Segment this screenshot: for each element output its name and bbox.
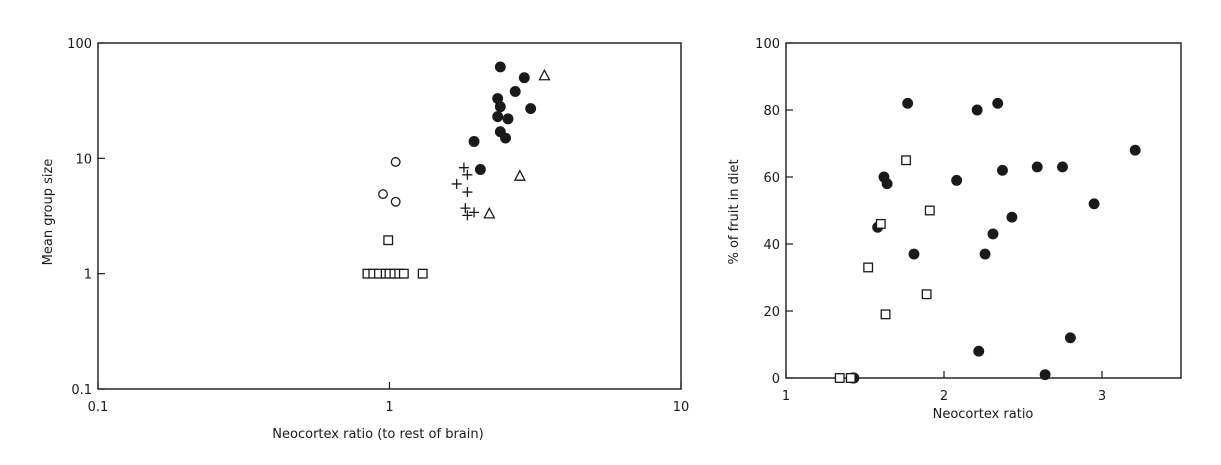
- y-axis-label-right: % of fruit in diet: [727, 159, 742, 264]
- point-plus-left: [462, 210, 473, 221]
- marks-left: [362, 61, 551, 279]
- point-filled-circle-right: [908, 248, 920, 260]
- point-filled-circle-left: [525, 103, 537, 115]
- point-open-triangle-left: [483, 206, 496, 219]
- point-filled-circle-right: [979, 248, 991, 260]
- x-tick-label-left: 10: [673, 400, 690, 415]
- point-filled-circle-right: [1039, 369, 1051, 381]
- x-tick-label-left: 1: [385, 400, 393, 415]
- point-plus-left: [458, 162, 469, 173]
- y-axis-label-left: Mean group size: [41, 159, 56, 266]
- x-tick-label-left: 0.1: [88, 400, 109, 415]
- y-tick-label-left: 100: [67, 37, 92, 52]
- point-filled-circle-right: [1006, 211, 1018, 223]
- point-plus-left: [451, 178, 462, 189]
- point-filled-circle-left: [492, 111, 504, 123]
- tick-group-right: 1 2 3 0 20 40 60 80 100: [755, 37, 1106, 404]
- point-open-square-right: [880, 309, 891, 320]
- point-filled-circle-right: [1031, 161, 1043, 173]
- y-tick-label-right: 40: [763, 238, 780, 253]
- x-tick-label-right: 2: [940, 389, 948, 404]
- point-filled-circle-right: [997, 164, 1008, 176]
- point-open-circle-left: [390, 196, 401, 207]
- point-filled-circle-right: [992, 97, 1004, 109]
- y-tick-label-left: 0.1: [71, 383, 92, 398]
- point-filled-circle-right: [1129, 144, 1141, 156]
- plot-frame-left: [97, 42, 682, 390]
- point-filled-circle-right: [987, 228, 999, 240]
- point-open-square-right: [845, 373, 856, 383]
- y-tick-label-right: 100: [755, 37, 780, 52]
- point-open-square-left: [417, 268, 428, 279]
- point-filled-circle-left: [502, 113, 514, 125]
- chart-right: 1 2 3 0 20 40 60 80 100 Neocortex ratio % of fru…: [727, 37, 1182, 422]
- point-open-triangle-left: [538, 68, 551, 81]
- point-open-circle-left: [390, 157, 401, 167]
- point-open-square-right: [924, 205, 935, 216]
- plot-frame-right: [785, 42, 1182, 379]
- point-filled-circle-right: [1064, 332, 1076, 344]
- point-filled-circle-left: [518, 72, 530, 84]
- y-tick-label-right: 60: [763, 171, 780, 186]
- point-open-square-right: [834, 373, 845, 383]
- point-open-square-left: [383, 235, 394, 246]
- marks-right: [834, 97, 1141, 384]
- y-tick-label-left: 10: [75, 152, 92, 167]
- x-axis-label-right: Neocortex ratio: [933, 407, 1034, 422]
- point-open-square-right: [921, 289, 932, 300]
- point-plus-left: [460, 203, 471, 214]
- y-tick-label-right: 80: [763, 104, 780, 119]
- point-open-circle-left: [378, 189, 388, 200]
- point-open-square-right: [901, 155, 912, 166]
- point-filled-circle-left: [509, 86, 521, 97]
- point-filled-circle-right: [902, 97, 914, 109]
- point-filled-circle-left: [468, 136, 480, 147]
- point-filled-circle-left: [500, 132, 511, 144]
- point-open-square-right: [875, 218, 886, 229]
- y-tick-label-left: 1: [84, 268, 92, 283]
- point-filled-circle-left: [494, 61, 506, 73]
- y-tick-label-right: 0: [772, 372, 780, 387]
- x-tick-label-right: 1: [782, 389, 790, 404]
- point-filled-circle-left: [494, 101, 506, 113]
- point-open-square-left: [398, 268, 409, 279]
- point-open-triangle-left: [513, 169, 526, 181]
- point-filled-circle-right: [951, 174, 963, 186]
- chart-left: 0.1 1 10 0.1 1 10 100 Neocortex ratio (to rest…: [41, 37, 689, 442]
- point-filled-circle-right: [881, 178, 893, 190]
- x-tick-label-right: 3: [1098, 389, 1106, 404]
- point-filled-circle-right: [973, 345, 985, 357]
- tick-group-left: 0.1 1 10 0.1 1 10 100: [67, 37, 689, 415]
- point-filled-circle-right: [971, 104, 983, 116]
- point-open-square-right: [863, 262, 874, 273]
- point-filled-circle-right: [1088, 198, 1100, 210]
- point-plus-left: [462, 187, 473, 198]
- point-plus-left: [462, 169, 473, 180]
- point-filled-circle-right: [1057, 161, 1068, 173]
- y-tick-label-right: 20: [763, 305, 780, 320]
- point-plus-left: [469, 207, 480, 218]
- point-filled-circle-left: [474, 164, 486, 175]
- x-axis-label-left: Neocortex ratio (to rest of brain): [272, 427, 483, 442]
